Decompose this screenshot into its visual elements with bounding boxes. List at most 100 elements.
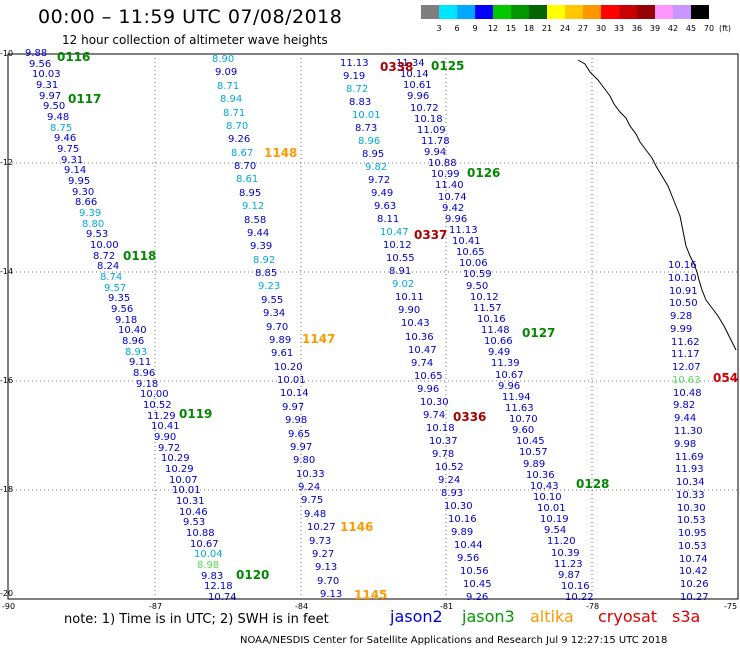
color-scale-swatch [655,5,673,19]
swh-value: 9.39 [79,208,102,219]
swh-value: 10.16 [668,260,697,271]
swh-value: 12.07 [672,362,701,373]
color-scale-swatch [547,5,565,19]
swh-value: 9.49 [371,188,394,199]
swh-value: 10.39 [551,548,580,559]
pass-time-label: 1145 [354,588,388,602]
swh-value: 9.18 [136,379,159,390]
pass-time-label: 0336 [453,410,487,424]
color-scale-swatch [583,5,601,19]
swh-value: 10.12 [383,240,412,251]
swh-value: 10.14 [400,69,429,80]
swh-value: 9.44 [674,413,697,424]
swh-value: 10.63 [672,375,701,386]
swh-value: 9.80 [293,455,316,466]
swh-value: 10.47 [380,227,409,238]
pass-time-label: 0126 [467,166,501,180]
swh-value: 9.70 [266,322,289,333]
swh-value: 9.13 [320,589,343,600]
swh-value: 11.63 [505,403,534,414]
swh-value: 10.45 [516,436,545,447]
swh-value: 10.01 [537,503,566,514]
swh-value: 10.20 [274,362,303,373]
color-scale-label: 39 [649,24,661,33]
lon-tick-label: -90 [2,602,16,611]
swh-value: 9.96 [498,381,521,392]
swh-value: 8.72 [93,251,116,262]
swh-value: 8.98 [197,560,220,571]
pass-time-label: 0116 [57,50,91,64]
swh-value: 9.42 [442,203,465,214]
swh-value: 10.18 [426,423,455,434]
pass-time-label: 0118 [123,249,157,263]
swh-value: 10.00 [140,389,169,400]
lat-tick-label: -18 [0,485,14,494]
color-scale-label: 42 [667,24,679,33]
lat-lon-grid [8,54,738,599]
swh-value: 9.87 [558,570,581,581]
legend-item-jason3: jason3 [462,607,515,626]
swh-value: 9.34 [263,308,286,319]
swh-value: 10.27 [680,592,709,603]
swh-value: 9.97 [290,442,313,453]
page-subtitle: 12 hour collection of altimeter wave hei… [62,33,328,47]
lon-tick-label: -78 [586,602,600,611]
swh-value: 10.74 [679,554,708,565]
color-scale-label: 15 [505,24,517,33]
swh-value: 10.46 [179,507,208,518]
swh-value: 9.19 [343,71,366,82]
swh-value: 8.70 [226,121,249,132]
swh-value: 11.94 [502,392,531,403]
swh-value: 9.57 [104,283,127,294]
swh-value: 10.27 [307,522,336,533]
swh-value: 10.07 [169,475,198,486]
swh-value: 10.29 [165,464,194,475]
swh-value: 9.11 [129,357,152,368]
lat-tick-label: -20 [0,589,14,598]
lat-tick-label: -10 [0,49,14,58]
swh-value: 10.40 [118,325,147,336]
swh-value: 10.01 [172,485,201,496]
swh-value: 10.67 [495,370,524,381]
swh-value: 10.41 [151,421,180,432]
pass-time-label: 0337 [414,228,448,242]
swh-value: 10.45 [463,579,492,590]
swh-value: 10.33 [296,469,325,480]
pass-time-label: 0125 [431,59,465,73]
swh-value: 10.16 [448,514,477,525]
swh-value: 11.39 [491,358,520,369]
swh-value: 8.90 [212,54,235,65]
pass-time-label: 0128 [576,477,610,491]
swh-value: 10.65 [456,247,485,258]
swh-value: 10.18 [414,114,443,125]
swh-value: 9.56 [29,59,52,70]
page-title: 00:00 – 11:59 UTC 07/08/2018 [38,6,343,28]
swh-value: 10.74 [208,592,237,603]
pass-time-label: 054 [713,371,739,385]
pass-time-label: 1147 [302,332,336,346]
swh-value: 10.00 [90,240,119,251]
swh-value: 10.41 [452,236,481,247]
swh-value: 10.67 [190,539,219,550]
swh-value: 11.48 [481,325,510,336]
swh-value: 9.78 [432,449,455,460]
swh-value: 9.65 [288,429,311,440]
swh-value: 8.61 [236,174,259,185]
swh-value: 10.33 [676,490,705,501]
swh-value: 10.29 [161,453,190,464]
swh-value: 10.43 [530,481,559,492]
swh-value: 10.65 [414,371,443,382]
swh-value: 9.98 [285,415,308,426]
color-scale-label: 3 [436,24,442,33]
swh-value: 10.30 [444,501,473,512]
color-scale-label: 9 [472,24,478,33]
swh-value: 8.11 [377,214,400,225]
color-scale-swatch [565,5,583,19]
pass-time-label: 1148 [264,146,298,160]
swh-value: 9.24 [298,482,321,493]
swh-value: 8.92 [253,255,276,266]
swh-value: 10.44 [454,540,483,551]
color-scale-label: 30 [595,24,607,33]
swh-value: 11.78 [421,136,450,147]
swh-value: 9.56 [111,304,134,315]
